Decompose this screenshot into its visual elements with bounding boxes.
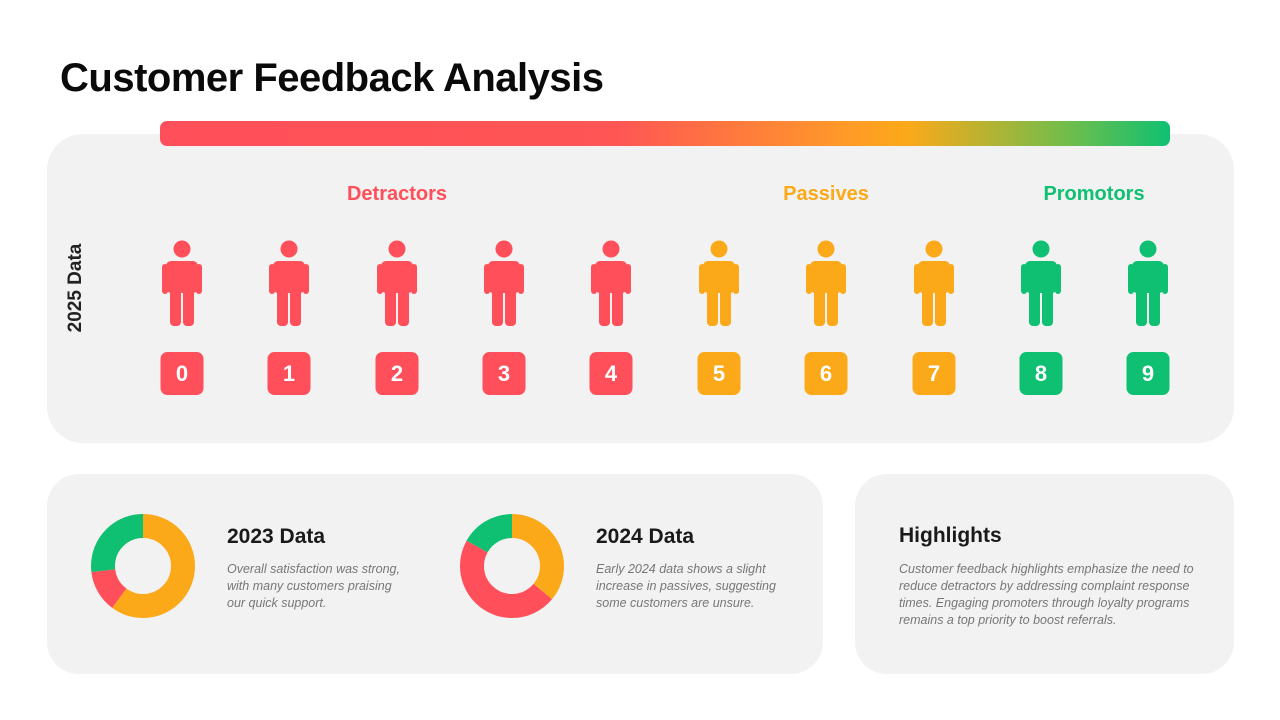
group-label-detractors: Detractors — [346, 183, 448, 205]
person-icon — [699, 240, 739, 328]
card-text-2024: Early 2024 data shows a slight increase … — [596, 562, 776, 610]
donut-chart-2024 — [457, 511, 567, 621]
score-box-6: 6 — [804, 352, 848, 395]
highlights-title: Highlights — [899, 524, 1002, 547]
person-icon — [914, 240, 954, 328]
person-icon — [162, 240, 202, 328]
highlights-panel — [855, 474, 1234, 674]
person-icon — [377, 240, 417, 328]
person-icon — [269, 240, 309, 328]
score-box-0: 0 — [160, 352, 204, 395]
group-label-passives: Passives — [783, 183, 869, 205]
group-label-promotors: Promotors — [1043, 183, 1145, 205]
donut-slice-promotor — [460, 514, 564, 618]
donut-chart-2023 — [88, 511, 198, 621]
score-box-2: 2 — [375, 352, 419, 395]
person-icon — [1021, 240, 1061, 328]
card-text-2023: Overall satisfaction was strong, with ma… — [227, 562, 400, 610]
page-title: Customer Feedback Analysis — [60, 56, 604, 100]
person-icon — [806, 240, 846, 328]
score-box-5: 5 — [697, 352, 741, 395]
score-gradient-bar — [160, 121, 1170, 146]
score-box-8: 8 — [1019, 352, 1063, 395]
score-box-4: 4 — [589, 352, 633, 395]
score-box-7: 7 — [912, 352, 956, 395]
score-box-9: 9 — [1126, 352, 1170, 395]
side-label: 2025 Data — [65, 243, 86, 333]
highlights-text: Customer feedback highlights emphasize t… — [899, 562, 1194, 627]
person-icon — [591, 240, 631, 328]
person-icon — [1128, 240, 1168, 328]
donut-slice-detractor — [460, 514, 564, 618]
card-title-2024: 2024 Data — [596, 525, 695, 548]
score-box-3: 3 — [482, 352, 526, 395]
person-icon — [484, 240, 524, 328]
donut-slice-promotor — [91, 514, 195, 618]
card-title-2023: 2023 Data — [227, 525, 326, 548]
score-box-1: 1 — [267, 352, 311, 395]
